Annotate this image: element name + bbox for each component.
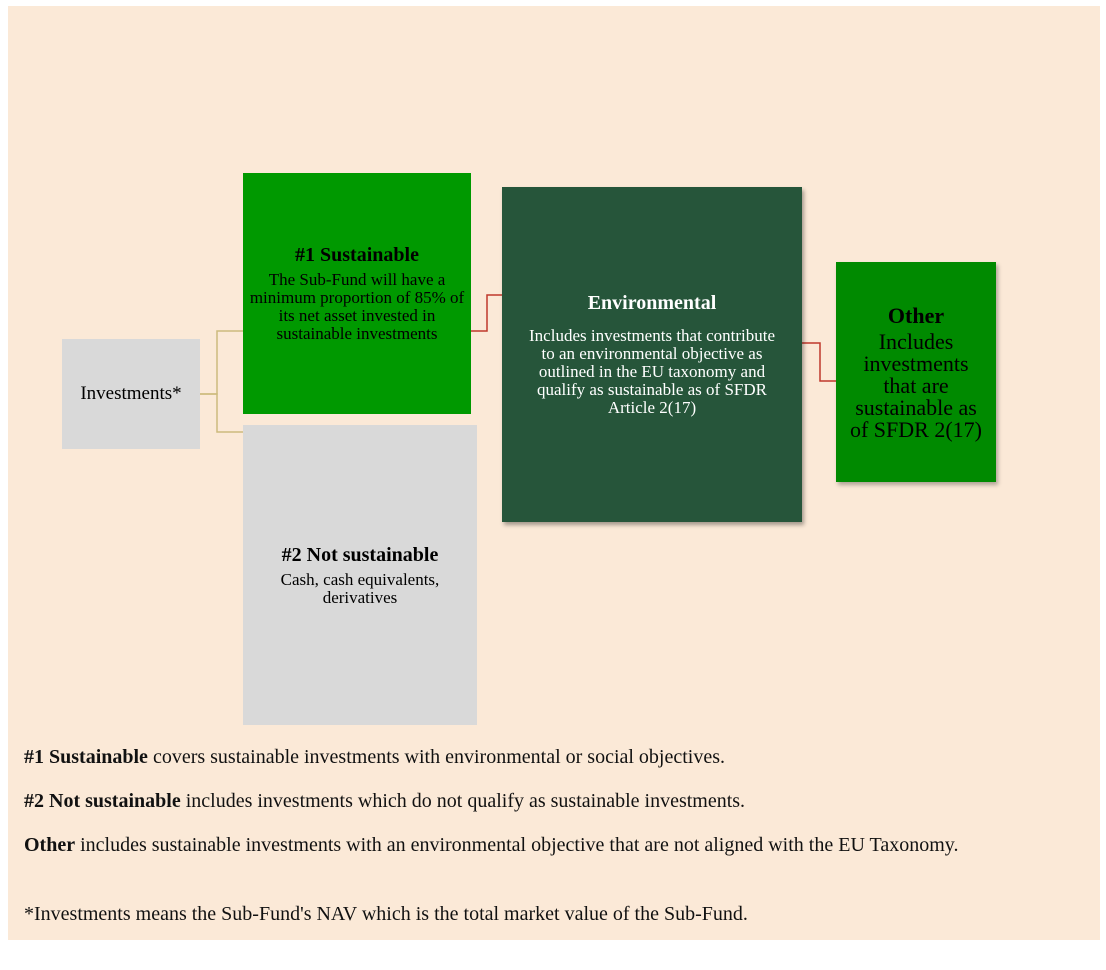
node-text: Cash, cash equivalents, derivatives [280, 569, 440, 607]
note-text: covers sustainable investments with envi… [152, 746, 726, 768]
node-text: Includes investments that are sustainabl… [849, 328, 982, 442]
note-term: Other [24, 834, 76, 856]
node-not-sustainable: #2 Not sustainable Cash, cash equivalent… [243, 425, 477, 725]
node-sustainable: #1 Sustainable The Sub-Fund will have a … [243, 173, 471, 414]
node-label: #1 Sustainable [295, 244, 419, 267]
connector [200, 393, 243, 433]
note: Other includes sustainable investments wi… [24, 833, 1086, 858]
node-label: Investments* [80, 383, 182, 405]
note-term: #1 Sustainable [24, 746, 148, 768]
footnote: *Investments means the Sub-Fund's NAV wh… [24, 903, 748, 925]
node-environmental: Environmental Includes investments that … [502, 187, 802, 522]
connector [471, 294, 502, 332]
node-text: The Sub-Fund will have a minimum proport… [249, 270, 465, 343]
node-investments: Investments* [62, 339, 200, 449]
node-other: Other Includes investments that are sust… [836, 262, 996, 482]
note: #2 Not sustainable includes investments w… [24, 789, 1086, 814]
node-label: Environmental [587, 292, 717, 315]
note: #1 Sustainable covers sustainable investm… [24, 745, 1086, 770]
connector [200, 330, 243, 395]
connector [802, 342, 836, 382]
note-text: includes sustainable investments with an… [80, 834, 959, 856]
node-label: #2 Not sustainable [281, 543, 439, 566]
node-label: Other [887, 303, 945, 329]
node-text: Includes investments that contribute to … [529, 326, 775, 417]
note-text: includes investments which do not qualif… [185, 790, 746, 812]
note-term: #2 Not sustainable [24, 790, 181, 812]
